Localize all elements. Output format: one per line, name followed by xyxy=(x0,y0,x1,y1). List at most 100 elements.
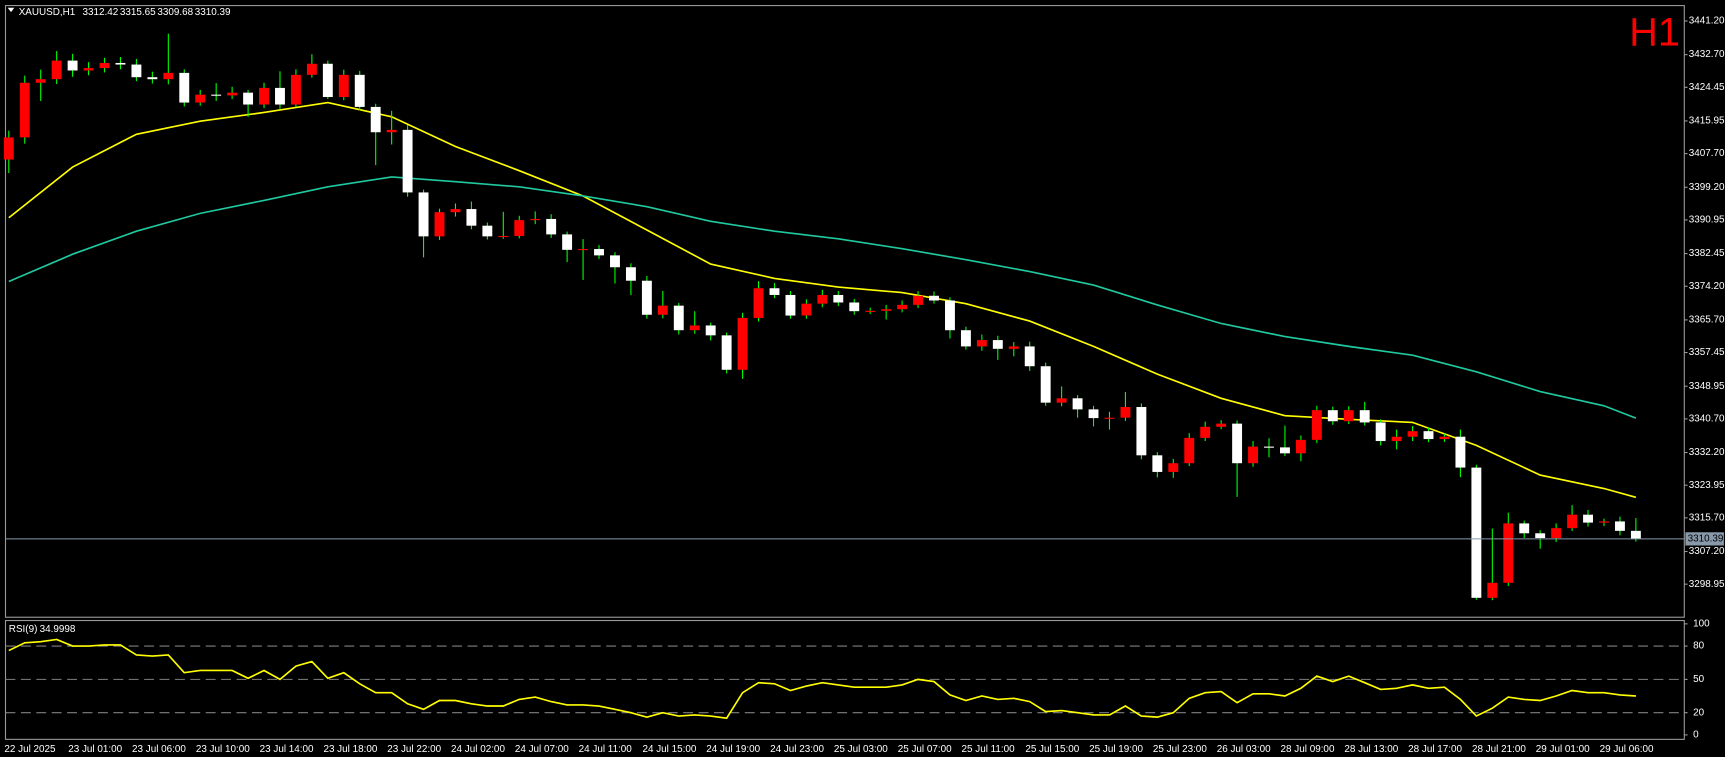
candle-body xyxy=(1311,410,1322,440)
candle-body xyxy=(530,218,541,221)
candle-body xyxy=(338,74,349,98)
candle-body xyxy=(1104,417,1115,419)
candle-body xyxy=(179,72,190,103)
y-tick-label: 20 xyxy=(1693,707,1705,718)
y-tick-label: 3323.95 xyxy=(1689,480,1725,491)
x-tick-label: 28 Jul 13:00 xyxy=(1344,744,1398,755)
candle-body xyxy=(1120,407,1131,418)
collapse-icon xyxy=(7,7,15,13)
x-tick-label: 24 Jul 11:00 xyxy=(579,744,633,755)
y-tick-label: 3332.20 xyxy=(1689,447,1725,458)
rsi-value: 34.9998 xyxy=(40,624,76,635)
candle-body xyxy=(259,87,269,105)
candle-body xyxy=(1471,467,1482,598)
candle-body xyxy=(322,63,333,98)
x-tick-label: 24 Jul 15:00 xyxy=(642,744,696,755)
x-tick-label: 23 Jul 18:00 xyxy=(323,744,377,755)
candle-body xyxy=(227,92,238,96)
candle-body xyxy=(1487,582,1498,598)
candle-body xyxy=(625,267,636,281)
candle-body xyxy=(992,340,1003,349)
candle-body xyxy=(1455,436,1466,468)
y-tick-label: 3298.95 xyxy=(1689,579,1725,590)
candle-body xyxy=(211,94,222,96)
candle-body xyxy=(1184,437,1195,464)
timeframe-watermark: H1 xyxy=(1629,11,1680,55)
y-tick-label: 80 xyxy=(1693,641,1705,652)
x-tick-label: 23 Jul 14:00 xyxy=(260,744,314,755)
candle-body xyxy=(115,62,126,65)
rsi-title: RSI(9) xyxy=(9,624,38,635)
candle-body xyxy=(1024,346,1035,367)
candle-body xyxy=(195,94,206,103)
moving-average xyxy=(8,101,1637,499)
candle-body xyxy=(865,310,876,312)
candle-body xyxy=(1056,398,1067,403)
candle-body xyxy=(546,218,557,235)
moving-average xyxy=(8,176,1637,419)
y-tick-label: 3348.95 xyxy=(1689,381,1725,392)
candle-body xyxy=(945,300,955,331)
candle-body xyxy=(1423,431,1434,440)
main-panel xyxy=(4,5,1685,618)
candle-body xyxy=(370,106,381,133)
candle-body xyxy=(1072,398,1083,410)
x-tick-label: 23 Jul 01:00 xyxy=(68,744,122,755)
y-tick-label: 0 xyxy=(1693,730,1699,741)
candle-body xyxy=(1040,366,1051,403)
x-tick-label: 28 Jul 17:00 xyxy=(1408,744,1462,755)
x-tick-label: 25 Jul 07:00 xyxy=(898,744,952,755)
candle-body xyxy=(897,304,908,310)
x-tick-label: 24 Jul 19:00 xyxy=(706,744,760,755)
candle-body xyxy=(1232,423,1243,464)
y-tick-label: 3407.70 xyxy=(1689,148,1725,159)
candle-body xyxy=(386,129,397,133)
ohlc-close: 3310.39 xyxy=(195,7,231,18)
candle-body xyxy=(1630,530,1641,539)
candle-body xyxy=(243,92,254,105)
y-tick-label: 3390.95 xyxy=(1689,215,1725,226)
candle-body xyxy=(833,294,844,303)
y-tick-label: 3315.70 xyxy=(1689,512,1725,523)
x-tick-label: 24 Jul 23:00 xyxy=(770,744,824,755)
y-tick-label: 3374.20 xyxy=(1689,281,1725,292)
candle-body xyxy=(737,317,748,370)
candle-body xyxy=(753,288,764,318)
candle-body xyxy=(402,129,413,193)
candle-body xyxy=(1008,346,1019,349)
current-price-label: 3310.39 xyxy=(1688,533,1724,544)
x-tick-label: 26 Jul 03:00 xyxy=(1217,744,1271,755)
candle-body xyxy=(1343,410,1354,422)
candle-body xyxy=(705,325,716,336)
candle-body xyxy=(721,335,732,370)
candle-body xyxy=(594,249,604,256)
candle-body xyxy=(290,74,301,105)
rsi-line xyxy=(8,638,1636,720)
candle-body xyxy=(450,209,461,213)
candle-body xyxy=(131,64,142,78)
y-tick-label: 3365.70 xyxy=(1689,315,1725,326)
candle-body xyxy=(1503,523,1514,583)
candle-body xyxy=(3,137,14,160)
candle-body xyxy=(67,60,78,71)
candle-body xyxy=(1216,423,1227,427)
candle-body xyxy=(1551,528,1562,539)
x-tick-label: 24 Jul 02:00 xyxy=(451,744,505,755)
candle-body xyxy=(163,72,174,80)
candle-body xyxy=(1567,514,1578,529)
candle-body xyxy=(673,305,684,331)
candle-body xyxy=(801,303,812,316)
candle-body xyxy=(1295,439,1306,454)
candle-body xyxy=(1168,463,1179,472)
candle-body xyxy=(1407,431,1418,437)
candle-body xyxy=(1136,407,1147,456)
x-tick-label: 25 Jul 19:00 xyxy=(1089,744,1143,755)
x-tick-label: 23 Jul 22:00 xyxy=(387,744,441,755)
x-tick-label: 23 Jul 10:00 xyxy=(196,744,250,755)
x-tick-label: 23 Jul 06:00 xyxy=(132,744,186,755)
x-tick-label: 28 Jul 21:00 xyxy=(1472,744,1526,755)
candle-body xyxy=(1279,447,1290,454)
candle-body xyxy=(657,305,668,315)
